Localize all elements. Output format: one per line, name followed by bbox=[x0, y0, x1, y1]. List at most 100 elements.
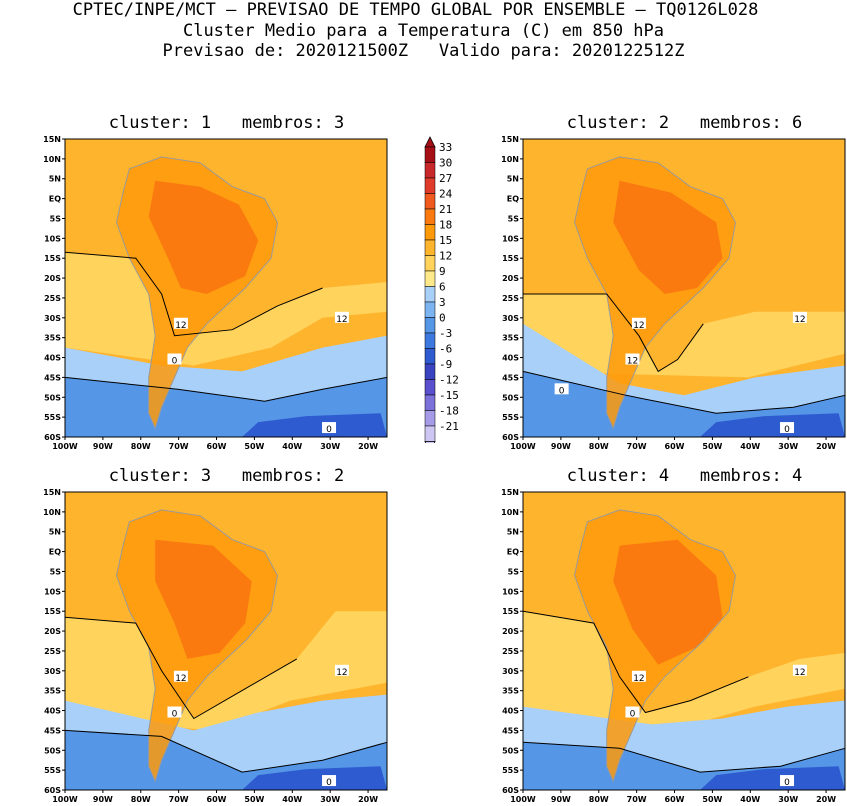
contour-12 bbox=[64, 616, 298, 720]
lon-tick-label: 50W bbox=[244, 795, 264, 804]
lat-tick-label: 60S bbox=[44, 433, 61, 442]
lon-tick-label: 90W bbox=[551, 795, 571, 804]
lat-tick-label: EQ bbox=[507, 195, 519, 204]
lat-tick-label: 50S bbox=[44, 746, 61, 755]
lon-tick-label: 60W bbox=[665, 795, 685, 804]
colorbar-segment bbox=[424, 410, 436, 427]
colorbar-segment bbox=[424, 363, 436, 380]
lon-tick-label: 60W bbox=[207, 442, 227, 451]
temperature-band-21 bbox=[613, 180, 723, 294]
lat-tick-label: 45S bbox=[502, 726, 519, 735]
lat-tick-label: 15S bbox=[502, 607, 519, 616]
lon-tick-label: 50W bbox=[244, 442, 264, 451]
colorbar-label: -21 bbox=[439, 420, 459, 433]
subtitle-dates: Previsao de: 2020121500Z Valido para: 20… bbox=[162, 41, 685, 61]
lon-tick-label: 70W bbox=[627, 442, 647, 451]
colorbar-segment bbox=[424, 394, 436, 411]
colorbar-segment bbox=[424, 193, 436, 210]
lat-tick-label: 30S bbox=[44, 667, 61, 676]
temperature-band-minus6 bbox=[242, 766, 387, 790]
lat-tick-label: EQ bbox=[49, 195, 61, 204]
colorbar-segment bbox=[424, 301, 436, 318]
lon-tick-label: 20W bbox=[358, 442, 378, 451]
lat-tick-label: 15S bbox=[502, 254, 519, 263]
colorbar-label: -12 bbox=[439, 374, 459, 387]
lon-tick-label: 40W bbox=[740, 795, 760, 804]
lon-tick-label: 20W bbox=[816, 795, 836, 804]
colorbar-label: 15 bbox=[439, 234, 452, 247]
colorbar-segment bbox=[424, 146, 436, 163]
colorbar-segment bbox=[424, 425, 436, 442]
lat-tick-label: 45S bbox=[44, 373, 61, 382]
contour-label-box bbox=[780, 422, 795, 434]
colorbar-label: 12 bbox=[439, 250, 452, 263]
lat-tick-label: 5S bbox=[508, 214, 520, 223]
lat-tick-label: 30S bbox=[502, 314, 519, 323]
main-title: CPTEC/INPE/MCT – PREVISAO DE TEMPO GLOBA… bbox=[72, 0, 759, 20]
lat-tick-label: 5S bbox=[50, 214, 62, 223]
lon-tick-label: 70W bbox=[169, 442, 189, 451]
lon-tick-label: 60W bbox=[207, 795, 227, 804]
contour-label-box bbox=[322, 775, 337, 787]
contour-label-box bbox=[780, 775, 795, 787]
lat-tick-label: EQ bbox=[49, 548, 61, 557]
map-plot: 12 12 0 0 15N 10N 5N EQ 5S 10S 15S 20S 25S 30S 35S 40S 4… bbox=[43, 135, 388, 451]
lat-tick-label: 10N bbox=[501, 155, 519, 164]
lat-tick-label: 20S bbox=[502, 627, 519, 636]
lat-tick-label: 5S bbox=[50, 567, 62, 576]
panel-title: cluster: 3 membros: 2 bbox=[108, 466, 345, 486]
contour-0 bbox=[64, 376, 388, 402]
plot-frame bbox=[64, 491, 388, 791]
contour-label-box bbox=[334, 311, 349, 323]
colorbar-label: 27 bbox=[439, 172, 452, 185]
contour-0 bbox=[64, 729, 388, 773]
temperature-band-minus6 bbox=[242, 413, 387, 437]
lon-tick-label: 50W bbox=[702, 442, 722, 451]
lat-tick-label: 20S bbox=[44, 627, 61, 636]
lat-tick-label: 55S bbox=[44, 766, 61, 775]
plot-frame bbox=[522, 138, 846, 438]
lat-tick-label: 55S bbox=[44, 413, 61, 422]
contour-label-box bbox=[792, 664, 807, 676]
contour-label-box bbox=[167, 353, 182, 365]
lat-tick-label: 35S bbox=[44, 334, 61, 343]
colorbar-label: 9 bbox=[439, 265, 446, 278]
contour-label: 12 bbox=[794, 668, 805, 678]
colorbar-label: -6 bbox=[439, 343, 452, 356]
contour-12 bbox=[64, 251, 323, 337]
lon-tick-label: 100W bbox=[52, 442, 78, 451]
colorbar-label: 24 bbox=[439, 188, 453, 201]
contour-label: 12 bbox=[627, 357, 638, 367]
contour-label: 0 bbox=[326, 778, 332, 788]
lon-tick-label: 100W bbox=[510, 795, 536, 804]
lat-tick-label: 45S bbox=[502, 373, 519, 382]
lon-tick-label: 30W bbox=[320, 442, 340, 451]
colorbar-segment bbox=[424, 208, 436, 225]
lat-tick-label: 25S bbox=[502, 294, 519, 303]
lon-tick-label: 70W bbox=[627, 795, 647, 804]
plot-frame bbox=[522, 491, 846, 791]
contour-label: 12 bbox=[633, 321, 644, 331]
contour-label: 0 bbox=[784, 778, 790, 788]
colorbar-label: -18 bbox=[439, 405, 459, 418]
lat-tick-label: 10S bbox=[502, 587, 519, 596]
contour-label: 0 bbox=[630, 710, 636, 720]
contour-label: 0 bbox=[784, 425, 790, 435]
lon-tick-label: 90W bbox=[93, 795, 113, 804]
lat-tick-label: 50S bbox=[502, 746, 519, 755]
lat-tick-label: 30S bbox=[502, 667, 519, 676]
lat-tick-label: 35S bbox=[44, 687, 61, 696]
temperature-band-21 bbox=[148, 180, 259, 294]
contour-label-box bbox=[173, 317, 188, 329]
contour-label-box bbox=[173, 670, 188, 682]
colorbar-segment bbox=[424, 162, 436, 179]
temperature-band-12 bbox=[65, 611, 387, 731]
lat-tick-label: 15N bbox=[501, 488, 519, 497]
colorbar-label: 3 bbox=[439, 296, 446, 309]
colorbar-segment bbox=[424, 270, 436, 287]
lon-tick-label: 40W bbox=[282, 795, 302, 804]
contour-label-box bbox=[631, 317, 646, 329]
lat-tick-label: 25S bbox=[502, 647, 519, 656]
contour-label: 12 bbox=[336, 668, 347, 678]
colorbar-segment bbox=[424, 224, 436, 241]
